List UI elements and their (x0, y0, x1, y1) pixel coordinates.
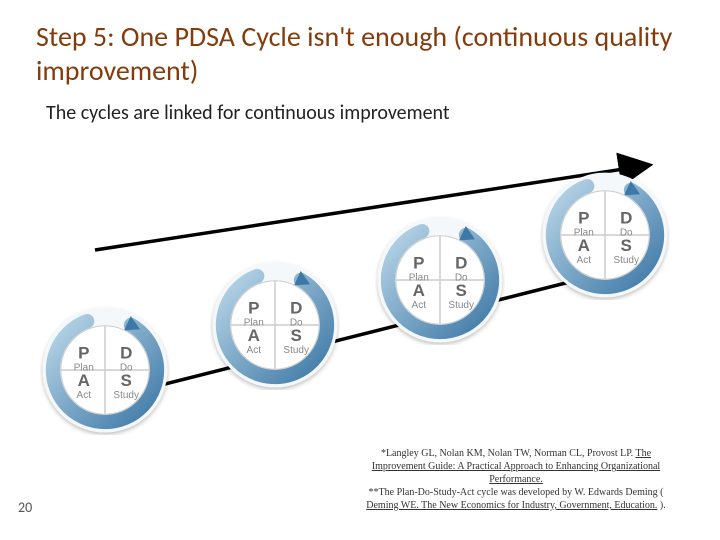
svg-text:Study: Study (113, 390, 139, 401)
slide-subtitle: The cycles are linked for continuous imp… (46, 101, 684, 125)
svg-text:S: S (456, 281, 467, 300)
pdsa-cycle: P Plan D Do A Act S Study (210, 260, 340, 390)
pdsa-cycle: P Plan D Do A Act S Study (540, 170, 670, 300)
svg-text:P: P (248, 298, 259, 317)
pdsa-cycle: P Plan D Do A Act S Study (375, 215, 505, 345)
svg-text:D: D (120, 343, 132, 362)
svg-text:A: A (78, 371, 90, 390)
citation-link-2: Deming WE. The New Economics for Industr… (366, 500, 657, 511)
svg-text:P: P (78, 343, 89, 362)
svg-text:Act: Act (247, 345, 262, 356)
svg-text:Act: Act (77, 390, 92, 401)
svg-text:P: P (578, 208, 589, 227)
svg-text:S: S (621, 236, 632, 255)
citation-block: *Langley GL, Nolan KM, Nolan TW, Norman … (356, 447, 676, 512)
svg-text:A: A (578, 236, 590, 255)
svg-text:P: P (413, 253, 424, 272)
slide: Step 5: One PDSA Cycle isn't enough (con… (0, 0, 720, 540)
citation-text-1: *Langley GL, Nolan KM, Nolan TW, Norman … (381, 448, 636, 459)
svg-text:Study: Study (613, 255, 639, 266)
slide-title: Step 5: One PDSA Cycle isn't enough (con… (36, 20, 684, 87)
svg-text:Act: Act (412, 300, 427, 311)
svg-text:S: S (291, 326, 302, 345)
svg-text:D: D (290, 298, 302, 317)
pdsa-cycle: P Plan D Do A Act S Study (40, 305, 170, 435)
citation-text-3: ). (660, 500, 666, 511)
svg-text:D: D (455, 253, 467, 272)
svg-text:A: A (248, 326, 260, 345)
svg-text:Study: Study (448, 300, 474, 311)
svg-text:Study: Study (283, 345, 309, 356)
page-number: 20 (18, 499, 32, 516)
svg-text:D: D (620, 208, 632, 227)
svg-text:Act: Act (577, 255, 592, 266)
svg-text:A: A (413, 281, 425, 300)
svg-text:S: S (121, 371, 132, 390)
citation-text-2: **The Plan-Do-Study-Act cycle was develo… (369, 487, 664, 498)
pdsa-diagram: P Plan D Do A Act S Study P Pl (40, 165, 680, 425)
